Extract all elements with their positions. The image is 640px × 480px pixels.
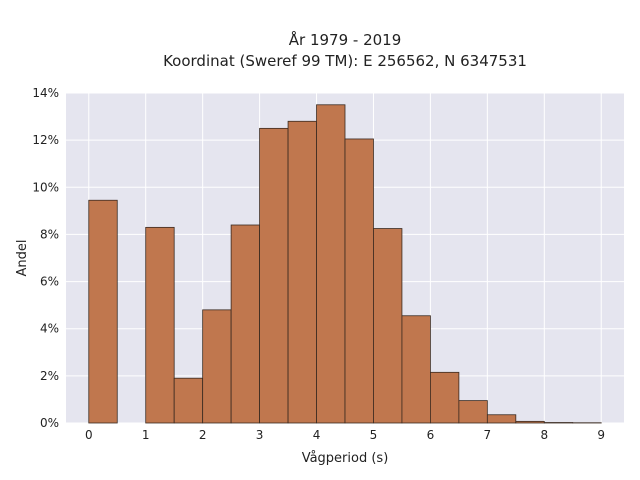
histogram-bar	[259, 127, 289, 424]
y-tick-label: 10%	[32, 180, 59, 194]
histogram-bar	[458, 400, 488, 424]
y-tick-labels: 0% 2% 4% 6% 8% 10% 12% 14%	[32, 86, 59, 430]
x-tick-label: 0	[85, 428, 93, 442]
y-tick-label: 0%	[40, 416, 59, 430]
bars-group	[88, 104, 602, 424]
histogram-bar	[316, 104, 346, 424]
histogram-bar	[88, 199, 118, 424]
y-tick-label: 6%	[40, 275, 59, 289]
x-tick-label: 6	[427, 428, 435, 442]
x-tick-label: 7	[484, 428, 492, 442]
histogram-bar	[344, 138, 374, 424]
y-tick-label: 14%	[32, 86, 59, 100]
histogram-bar	[230, 224, 260, 424]
y-tick-label: 4%	[40, 322, 59, 336]
chart-title-line2: Koordinat (Sweref 99 TM): E 256562, N 63…	[163, 52, 527, 70]
histogram-bar	[173, 377, 204, 424]
y-tick-label: 12%	[32, 133, 59, 147]
x-tick-label: 3	[256, 428, 264, 442]
histogram-bar	[202, 309, 232, 424]
histogram-bar	[287, 120, 317, 424]
y-axis-label: Andel	[15, 240, 30, 277]
y-tick-label: 2%	[40, 369, 59, 383]
x-tick-label: 8	[540, 428, 548, 442]
x-tick-label: 4	[313, 428, 321, 442]
x-tick-label: 9	[597, 428, 605, 442]
chart-title-line1: År 1979 - 2019	[289, 30, 402, 49]
histogram-bar	[430, 371, 460, 424]
x-tick-labels: 0 1 2 3 4 5 6 7 8 9	[85, 428, 605, 442]
histogram-bar	[401, 315, 431, 424]
x-tick-label: 2	[199, 428, 207, 442]
y-tick-label: 8%	[40, 227, 59, 241]
histogram-bar	[515, 420, 545, 424]
x-tick-label: 1	[142, 428, 150, 442]
histogram-bar	[486, 414, 517, 424]
histogram-bar	[373, 228, 403, 424]
histogram-bar	[145, 226, 175, 424]
x-axis-label: Vågperiod (s)	[302, 451, 389, 466]
x-tick-label: 5	[370, 428, 378, 442]
